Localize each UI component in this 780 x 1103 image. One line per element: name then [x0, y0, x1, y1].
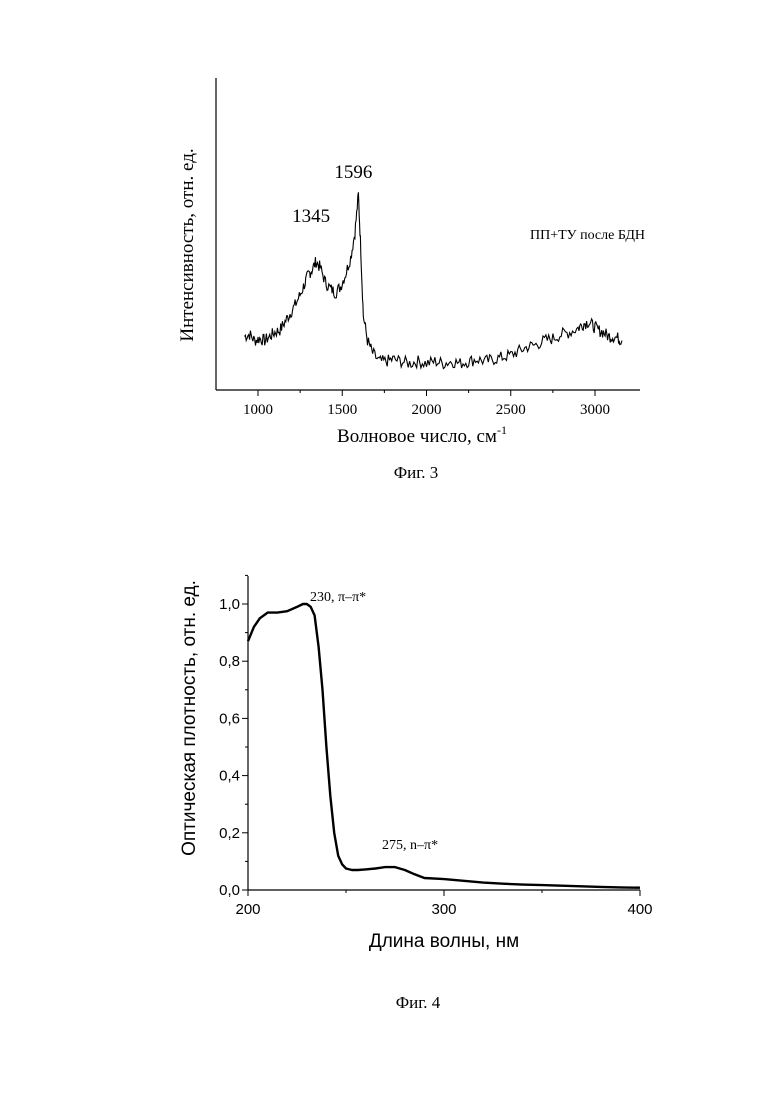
raman-legend-text: ПП+ТУ после БДН [530, 228, 645, 243]
raman-x-axis-label: Волновое число, см-1 [337, 423, 507, 447]
uv-x-tick-label: 300 [431, 901, 456, 918]
uv-y-tick-label: 0,8 [219, 653, 240, 670]
uv-peak-label: 230, π–π* [310, 590, 366, 605]
uv-y-axis-label: Оптическая плотность, отн. ед. [179, 580, 200, 856]
uv-x-axis-label: Длина волны, нм [369, 931, 519, 952]
page: 1000 1500 2000 2500 3000 1345 1596 ПП+ТУ посл… [0, 0, 780, 1103]
raman-peak-label: 1345 [292, 206, 330, 227]
raman-x-axis-label-sup: -1 [497, 423, 507, 437]
uv-y-tick-label: 0,6 [219, 710, 240, 727]
raman-x-axis-label-text: Волновое число, см [337, 426, 497, 447]
raman-chart: 1000 1500 2000 2500 3000 1345 1596 ПП+ТУ посл… [177, 78, 645, 482]
raman-x-tick-label: 3000 [580, 402, 610, 418]
figure-3-caption: Фиг. 3 [394, 463, 439, 482]
uv-series [248, 604, 640, 888]
uv-peak-labels: 230, π–π* 275, n–π* [310, 590, 438, 853]
uv-absorption-line [248, 604, 640, 888]
uv-peak-label: 275, n–π* [382, 838, 438, 853]
uv-y-tick-label: 1,0 [219, 596, 240, 613]
raman-x-ticks: 1000 1500 2000 2500 3000 [243, 390, 610, 418]
uv-x-tick-label: 400 [627, 901, 652, 918]
uv-y-tick-label: 0,4 [219, 768, 240, 785]
uv-y-ticks: 0,0 0,2 0,4 0,6 0,8 1,0 [219, 575, 248, 899]
raman-x-tick-label: 1000 [243, 402, 273, 418]
raman-x-tick-label: 1500 [327, 402, 357, 418]
uv-chart: 0,0 0,2 0,4 0,6 0,8 1,0 200 300 400 230, π–π* 27… [179, 575, 653, 1012]
raman-x-tick-label: 2500 [496, 402, 526, 418]
raman-x-tick-label: 2000 [412, 402, 442, 418]
raman-peak-labels: 1345 1596 [292, 162, 372, 227]
uv-x-tick-label: 200 [235, 901, 260, 918]
uv-x-ticks: 200 300 400 [235, 890, 652, 918]
uv-y-tick-label: 0,2 [219, 825, 240, 842]
raman-peak-label: 1596 [334, 162, 372, 183]
raman-y-axis-label: Интенсивность, отн. ед. [177, 148, 198, 341]
uv-y-tick-label: 0,0 [219, 882, 240, 899]
figure-4-caption: Фиг. 4 [396, 993, 441, 1012]
uv-axes [248, 576, 640, 890]
